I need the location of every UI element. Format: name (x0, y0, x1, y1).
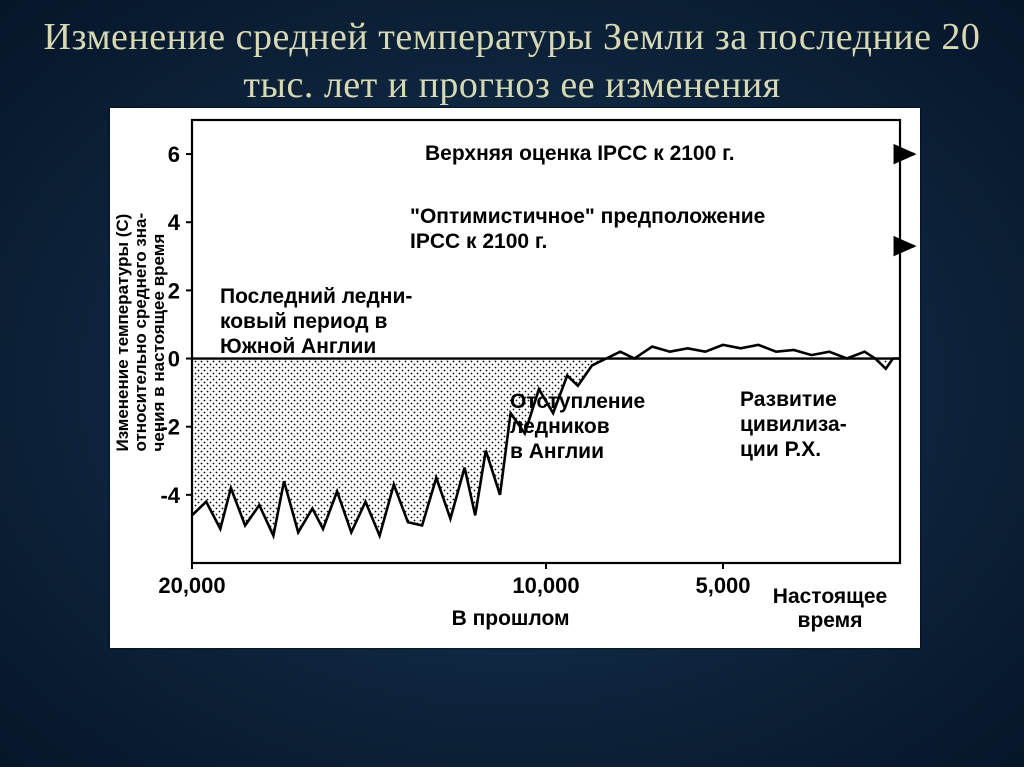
y-tick-label: 0 (168, 347, 180, 372)
annotation-retreat: в Англии (510, 440, 604, 463)
annotation-ice_age: ковый период в (220, 310, 387, 333)
y-tick-label: 4 (168, 210, 181, 235)
annotation-retreat: Отступление (510, 390, 645, 413)
y-axis-label: относительно среднего зна- (131, 213, 150, 452)
x-axis-label-right1: Настоящее (773, 585, 887, 608)
x-axis-label-left: В прошлом (452, 607, 570, 630)
annotation-ice_age: Последний ледни- (220, 285, 412, 308)
x-tick-label: 10,000 (512, 573, 579, 598)
x-tick-label: 5,000 (695, 573, 750, 598)
annotation-ipcc_upper: Верхняя оценка IPCC к 2100 г. (425, 142, 735, 165)
temperature-chart: -4-2024620,00010,0005,000В прошломНастоя… (110, 108, 920, 648)
annotation-ice_age: Южной Англии (220, 335, 376, 358)
y-axis-label: чения в настоящее время (149, 234, 168, 452)
chart-svg: -4-2024620,00010,0005,000В прошломНастоя… (110, 108, 920, 648)
slide-title: Изменение средней температуры Земли за п… (0, 0, 1024, 109)
y-tick-label: 6 (168, 142, 180, 167)
y-tick-label: 2 (168, 278, 180, 303)
annotation-civ: ции Р.Х. (740, 438, 821, 461)
y-tick-label: -4 (160, 483, 180, 508)
annotation-civ: цивилиза- (740, 413, 847, 436)
annotation-civ: Развитие (740, 388, 837, 411)
annotation-retreat: ледников (510, 415, 610, 438)
x-axis-label-right2: время (798, 609, 863, 632)
y-axis-label: Изменение температуры (С) (113, 214, 132, 452)
x-tick-label: 20,000 (158, 573, 225, 598)
annotation-ipcc_opt: "Оптимистичное" предположение (410, 205, 765, 228)
annotation-ipcc_opt: IPCC к 2100 г. (410, 230, 547, 253)
